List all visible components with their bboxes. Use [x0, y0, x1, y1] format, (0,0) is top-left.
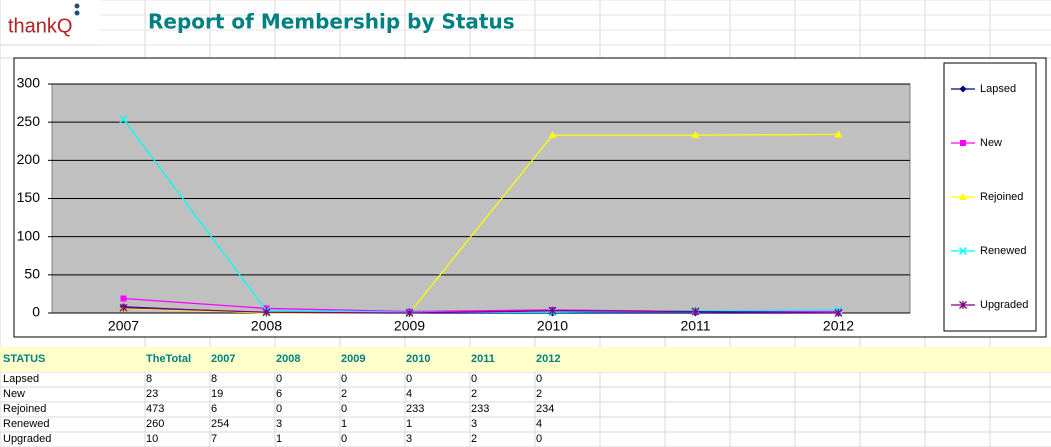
- table-cell: 7: [211, 433, 217, 445]
- table-cell: Lapsed: [3, 373, 39, 385]
- series-line: [123, 133, 839, 314]
- marker: [262, 308, 271, 317]
- table-cell: 473: [146, 403, 164, 415]
- x-tick-label: 2009: [394, 318, 425, 334]
- table-cell: 6: [211, 403, 217, 415]
- legend-label: Renewed: [980, 245, 1026, 257]
- y-tick-label: 100: [17, 227, 41, 243]
- legend-marker: [958, 246, 968, 256]
- table-cell: 4: [406, 388, 412, 400]
- table-cell: 0: [536, 373, 542, 385]
- table-cell: 0: [276, 403, 282, 415]
- marker: [119, 303, 128, 312]
- table-cell: 0: [471, 373, 477, 385]
- y-tick-label: 0: [32, 304, 40, 320]
- table-cell: Rejoined: [3, 403, 46, 415]
- logo: thankQ: [8, 15, 72, 37]
- table-cell: 1: [341, 418, 347, 430]
- y-tick-label: 300: [17, 75, 41, 91]
- table-cell: 0: [406, 373, 412, 385]
- table-cell: 0: [341, 403, 347, 415]
- table-cell: Renewed: [3, 418, 49, 430]
- marker: [834, 130, 843, 138]
- table-header-band: [0, 347, 1051, 372]
- y-tick-label: 50: [24, 266, 40, 282]
- table-header: 2011: [471, 353, 495, 365]
- table-cell: 4: [536, 418, 542, 430]
- table-cell: 2: [536, 388, 542, 400]
- marker: [691, 307, 700, 316]
- x-tick-label: 2011: [680, 318, 710, 334]
- table-cell: 1: [276, 433, 282, 445]
- table-cell: 3: [406, 433, 412, 445]
- table-header: 2012: [536, 353, 560, 365]
- legend-label: Upgraded: [980, 299, 1028, 311]
- table-cell: 6: [276, 388, 282, 400]
- legend-marker: [959, 301, 967, 309]
- marker: [120, 295, 127, 302]
- table-cell: 233: [471, 403, 489, 415]
- legend-marker: [960, 140, 966, 146]
- y-tick-label: 150: [17, 189, 41, 205]
- table-header: 2007: [211, 353, 235, 365]
- marker: [405, 309, 414, 317]
- marker: [691, 131, 700, 139]
- marker: [834, 309, 843, 317]
- marker: [119, 115, 128, 124]
- table-cell: 234: [536, 403, 554, 415]
- x-tick-label: 2010: [537, 318, 568, 334]
- table-cell: 260: [146, 418, 164, 430]
- table-cell: 0: [341, 373, 347, 385]
- table-cell: Upgraded: [3, 433, 51, 445]
- table-cell: 0: [341, 433, 347, 445]
- table-cell: 0: [536, 433, 542, 445]
- table-cell: 2: [471, 433, 477, 445]
- table-cell: 23: [146, 388, 158, 400]
- table-header: 2009: [341, 353, 365, 365]
- series-line: [123, 307, 839, 314]
- legend-marker: [959, 85, 967, 93]
- table-cell: 1: [406, 418, 412, 430]
- table-cell: New: [3, 388, 25, 400]
- marker: [548, 306, 557, 315]
- table-cell: 19: [211, 388, 223, 400]
- table-header: TheTotal: [146, 353, 191, 365]
- chart: 0 50 100 150 200 250 300 2007 2008 2009 2010 2011 20…: [17, 75, 1029, 334]
- legend-label: Rejoined: [980, 191, 1023, 203]
- table-cell: 2: [471, 388, 477, 400]
- table-cell: 233: [406, 403, 424, 415]
- table-header: 2010: [406, 353, 430, 365]
- table-cell: 10: [146, 433, 158, 445]
- table-cell: 8: [146, 373, 152, 385]
- y-tick-label: 200: [17, 151, 41, 167]
- table-header: 2008: [276, 353, 300, 365]
- table-cell: 2: [341, 388, 347, 400]
- x-tick-label: 2008: [251, 318, 282, 334]
- table-header: STATUS: [3, 353, 45, 365]
- logo-dot: [74, 10, 80, 16]
- marker: [548, 131, 557, 139]
- legend-label: Lapsed: [980, 83, 1016, 95]
- table-cell: 3: [471, 418, 477, 430]
- logo-dot: [74, 3, 80, 9]
- x-tick-label: 2007: [108, 318, 139, 334]
- table-cell: 3: [276, 418, 282, 430]
- table-cell: 254: [211, 418, 229, 430]
- page-title: Report of Membership by Status: [148, 10, 515, 34]
- table-cell: 8: [211, 373, 217, 385]
- x-tick-label: 2012: [823, 318, 854, 334]
- legend-label: New: [980, 137, 1002, 149]
- legend-marker: [959, 193, 967, 200]
- y-tick-label: 250: [17, 113, 41, 129]
- table-cell: 0: [276, 373, 282, 385]
